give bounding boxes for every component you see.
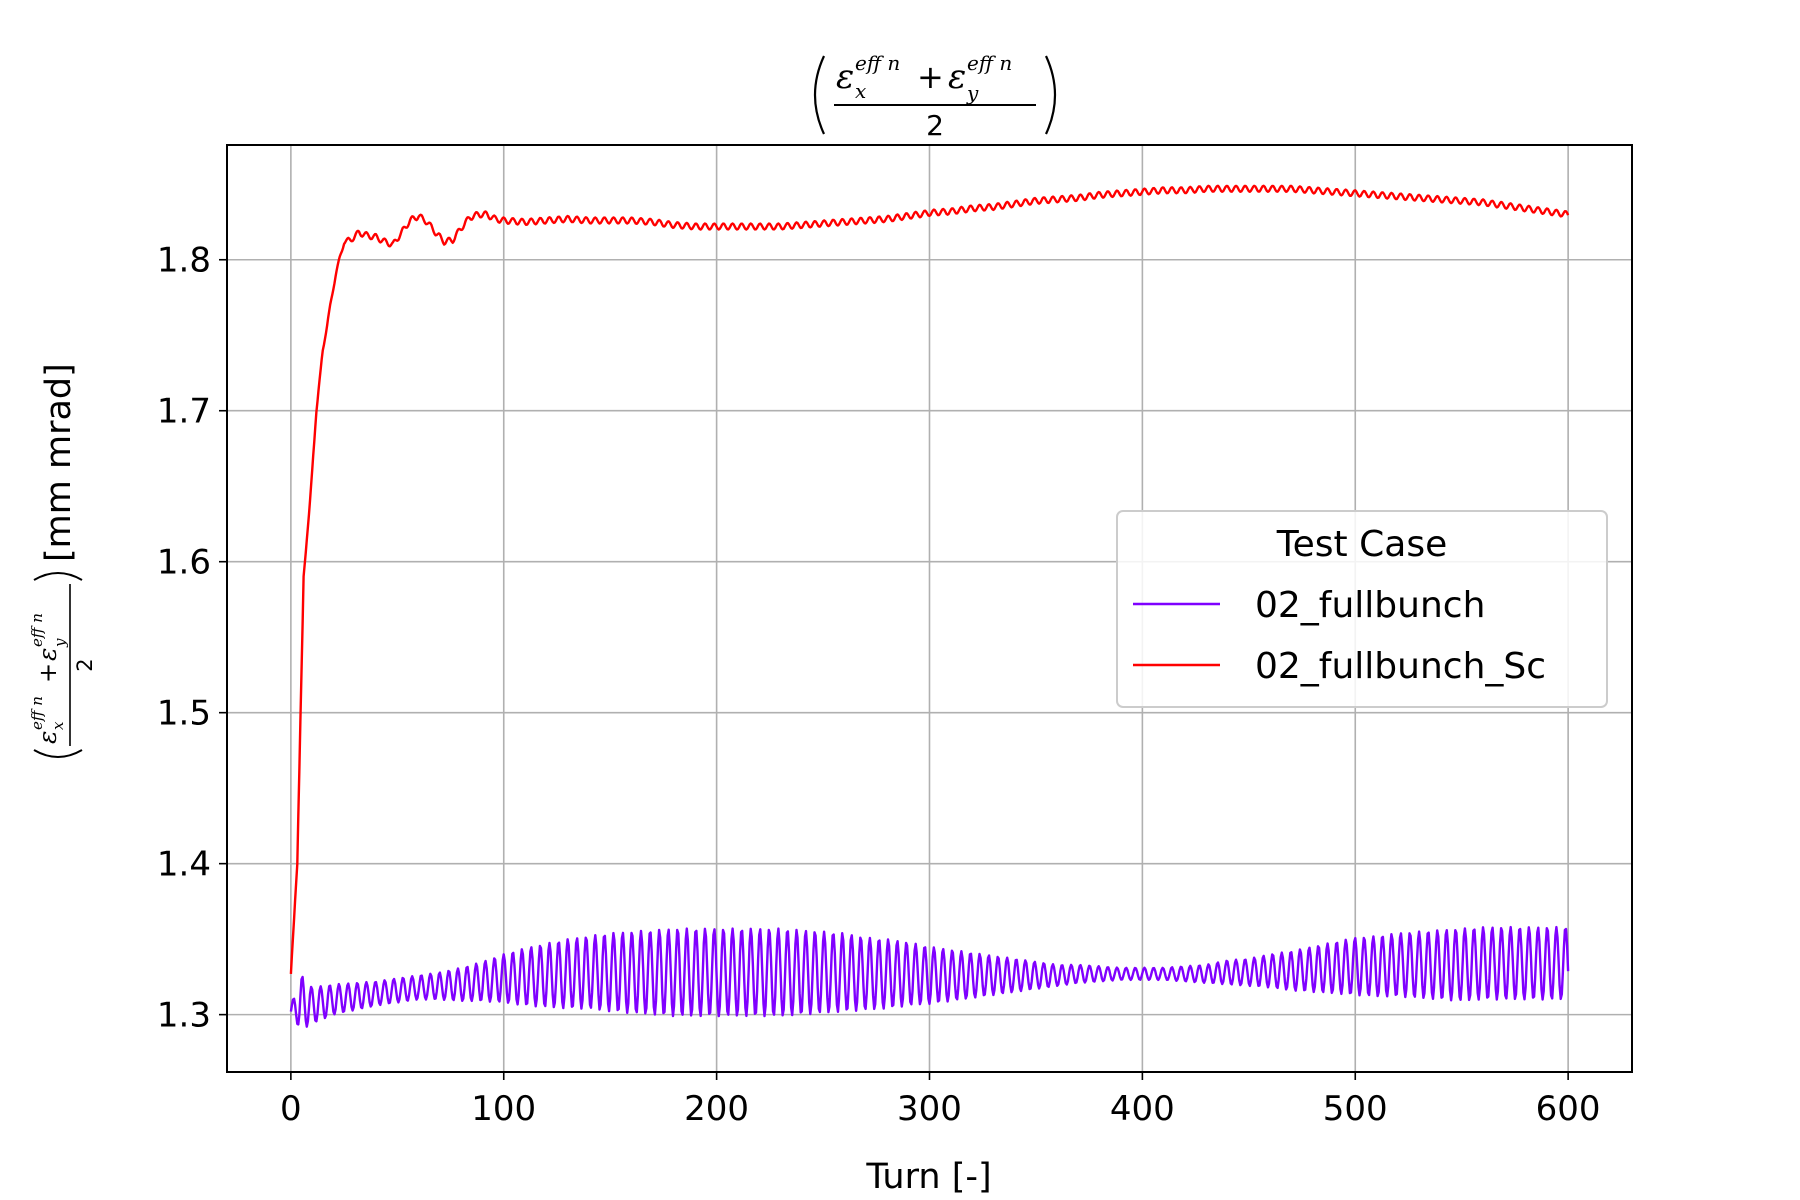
legend-title: Test Case [1276, 524, 1447, 565]
title-epsilon-y: ε [948, 57, 966, 97]
ylabel-sub-y: y [51, 638, 69, 648]
ylabel-sup-y: eff n [28, 613, 46, 647]
ylabel-sub-x: x [49, 721, 67, 730]
y-tick-label: 1.5 [157, 694, 211, 734]
x-axis-label: Turn [-] [865, 1157, 991, 1197]
series-line-02-fullbunch [289, 925, 1570, 1028]
ticks: 0 100 200 300 400 500 600 1.3 1.4 1.5 1.6 1.7 1.8 [157, 241, 1601, 1129]
legend-label-02-fullbunch: 02_fullbunch [1255, 585, 1485, 626]
ylabel-plus: + [34, 663, 62, 683]
legend: Test Case 02_fullbunch 02_fullbunch_Sc [1116, 510, 1608, 708]
chart-title: ε eff n x + ε eff n y 2 [813, 51, 1057, 142]
ylabel-right-paren [33, 572, 83, 581]
ylabel-epsilon-y: ε [33, 648, 62, 661]
ylabel-unit: [mm mrad] [39, 363, 79, 562]
x-tick-label: 100 [471, 1089, 536, 1129]
ylabel-epsilon-x: ε [33, 731, 62, 744]
ylabel-sup-x: eff n [28, 696, 46, 730]
y-tick-label: 1.4 [157, 845, 211, 885]
y-tick-label: 1.8 [157, 241, 211, 281]
title-epsilon-x: ε [836, 57, 854, 97]
ylabel-denominator: 2 [73, 658, 97, 671]
x-tick-label: 0 [280, 1089, 302, 1129]
title-sub-y: y [966, 81, 979, 105]
title-denominator: 2 [926, 109, 944, 142]
x-tick-label: 300 [897, 1089, 962, 1129]
x-tick-label: 600 [1536, 1089, 1601, 1129]
y-axis-label: ε eff n x + ε eff n y 2 [mm mrad] [28, 363, 97, 758]
x-tick-label: 200 [684, 1089, 749, 1129]
x-tick-label: 400 [1110, 1089, 1175, 1129]
title-plus: + [917, 58, 944, 96]
ylabel-left-paren [33, 749, 83, 758]
legend-label-02-fullbunch-sc: 02_fullbunch_Sc [1255, 646, 1546, 687]
legend-box [1116, 510, 1608, 708]
y-tick-label: 1.7 [157, 392, 211, 432]
series-layer [289, 184, 1570, 1028]
y-tick-label: 1.6 [157, 543, 211, 583]
title-right-paren [1045, 55, 1057, 135]
title-sub-x: x [855, 79, 866, 103]
y-tick-label: 1.3 [157, 996, 211, 1036]
title-sup-y: eff n [967, 51, 1012, 75]
series-line-02-fullbunch-Sc [289, 184, 1570, 974]
title-sup-x: eff n [855, 51, 900, 75]
x-tick-label: 500 [1323, 1089, 1388, 1129]
title-left-paren [813, 55, 825, 135]
